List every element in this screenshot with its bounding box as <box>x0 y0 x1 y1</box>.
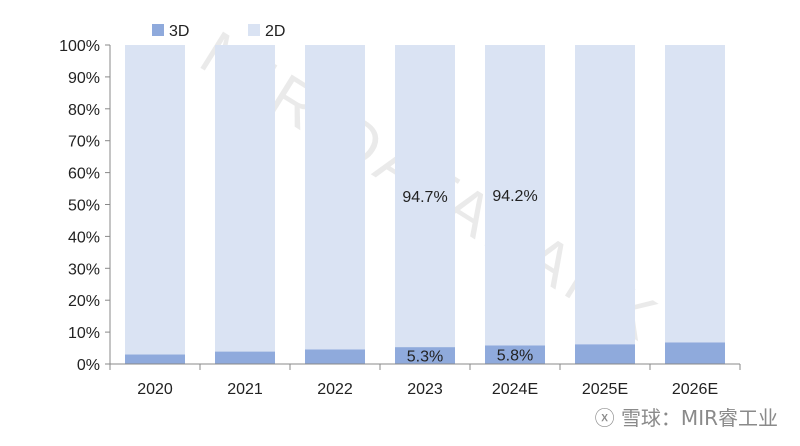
x-tick-label-2020: 2020 <box>137 381 173 398</box>
legend-label-3D: 3D <box>169 23 189 40</box>
y-tick-label: 10% <box>68 325 100 342</box>
footer-icon: ⓧ <box>594 406 615 430</box>
y-tick-label: 40% <box>68 229 100 246</box>
bar-2d-2020 <box>125 45 185 355</box>
bar-2d-2025E <box>575 45 635 345</box>
y-tick-label: 100% <box>59 38 100 55</box>
x-tick-label-2025E: 2025E <box>582 381 628 398</box>
bar-2d-2022 <box>305 45 365 350</box>
y-tick-label: 30% <box>68 261 100 278</box>
data-label-3D-2023: 5.3% <box>407 349 443 366</box>
x-tick-label-2022: 2022 <box>317 381 353 398</box>
data-label-2D-2024E: 94.2% <box>492 188 537 205</box>
y-tick-label: 50% <box>68 198 100 215</box>
x-tick-label-2026E: 2026E <box>672 381 718 398</box>
x-tick-label-2021: 2021 <box>227 381 263 398</box>
footer-watermark: ⓧ 雪球：MIR睿工业 <box>595 402 778 431</box>
bar-3d-2021 <box>215 351 275 364</box>
footer-text: 雪球：MIR睿工业 <box>620 406 778 430</box>
bar-3d-2020 <box>125 354 185 364</box>
data-label-3D-2024E: 5.8% <box>497 348 533 365</box>
y-tick-label: 20% <box>68 293 100 310</box>
bar-2d-2021 <box>215 45 275 352</box>
bar-3d-2026E <box>665 342 725 364</box>
bar-3d-2024E <box>485 345 545 364</box>
y-tick-label: 60% <box>68 166 100 183</box>
bar-2d-2024E <box>485 45 545 346</box>
bar-2d-2026E <box>665 45 725 343</box>
y-tick-label: 90% <box>68 70 100 87</box>
y-tick-label: 70% <box>68 134 100 151</box>
legend-swatch-2D <box>248 24 260 36</box>
bar-3d-2022 <box>305 349 365 364</box>
bar-2d-2023 <box>395 45 455 348</box>
legend-label-2D: 2D <box>265 23 285 40</box>
x-tick-label-2024E: 2024E <box>492 381 538 398</box>
x-tick-label-2023: 2023 <box>407 381 443 398</box>
y-tick-label: 80% <box>68 102 100 119</box>
bar-3d-2023 <box>395 347 455 364</box>
legend-swatch-3D <box>152 24 164 36</box>
y-tick-label: 0% <box>77 357 100 374</box>
bar-3d-2025E <box>575 344 635 364</box>
data-label-2D-2023: 94.7% <box>402 189 447 206</box>
